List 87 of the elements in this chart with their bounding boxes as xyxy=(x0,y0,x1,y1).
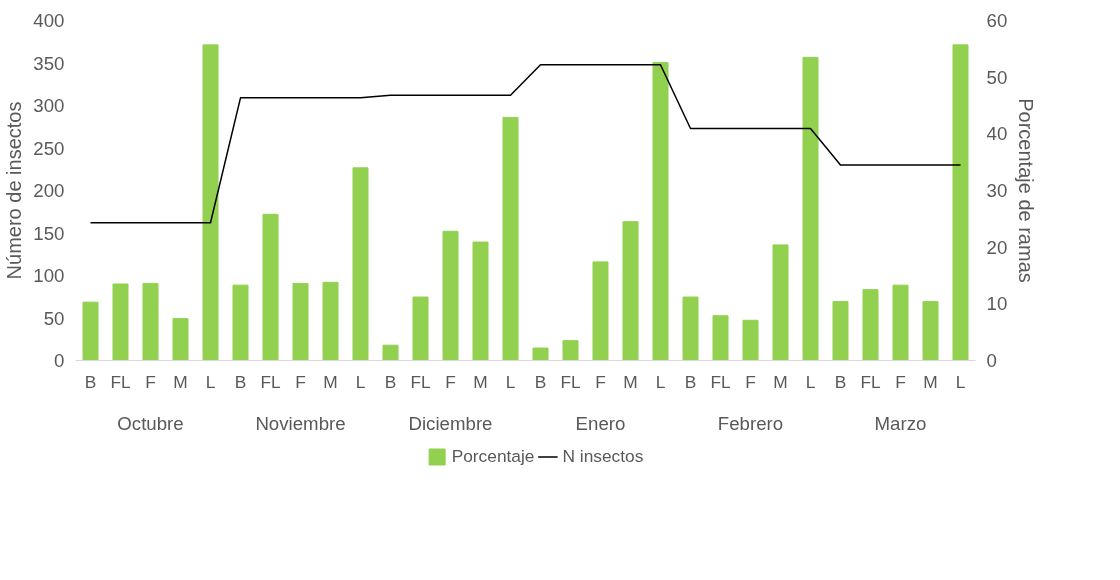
bar xyxy=(892,284,909,361)
bar xyxy=(622,221,639,361)
bar xyxy=(382,344,399,361)
x-tick-label: L xyxy=(805,371,816,392)
bar xyxy=(802,56,819,361)
bar xyxy=(472,241,489,361)
x-tick-label: L xyxy=(955,371,966,392)
bar xyxy=(532,347,549,361)
line-series xyxy=(89,63,962,224)
text: Diciembre xyxy=(408,412,493,434)
bar xyxy=(772,244,789,361)
x-tick-label: M xyxy=(473,371,488,392)
x-tick-label: FL xyxy=(560,371,581,392)
bar xyxy=(562,340,579,361)
bar xyxy=(292,282,309,361)
x-tick-label: L xyxy=(205,371,216,392)
x-tick-label: B xyxy=(234,371,247,392)
bar xyxy=(682,296,699,361)
legend-label: N insectos xyxy=(562,445,644,467)
bar xyxy=(952,44,969,361)
bar xyxy=(922,301,939,361)
bar xyxy=(112,283,129,361)
y-tick-label: 250 xyxy=(33,137,65,159)
y2-tick-label: 60 xyxy=(986,10,1008,31)
text: Febrero xyxy=(717,412,784,434)
bar xyxy=(232,284,249,361)
x-tick-label: F xyxy=(595,371,606,392)
bar xyxy=(142,282,159,361)
bar xyxy=(712,315,729,361)
text: Noviembre xyxy=(255,412,346,434)
y-tick-label: 150 xyxy=(33,222,65,244)
x-tick-label: B xyxy=(534,371,547,392)
y-tick-label: 200 xyxy=(33,180,65,201)
bar xyxy=(592,261,609,361)
x-tick-label: M xyxy=(773,371,788,392)
bar xyxy=(262,213,279,361)
x-tick-label: FL xyxy=(110,371,131,392)
x-tick-label: FL xyxy=(260,371,281,392)
bar xyxy=(352,167,369,361)
y-tick-label: 400 xyxy=(33,10,65,31)
x-tick-label: L xyxy=(655,371,666,392)
x-tick-label: F xyxy=(745,371,756,392)
y-tick-label: 50 xyxy=(43,307,65,329)
x-tick-label: B xyxy=(84,371,97,392)
y-tick-label: 350 xyxy=(33,52,65,74)
text: Enero xyxy=(575,412,626,434)
x-tick-label: L xyxy=(355,371,366,392)
y2-tick-label: 50 xyxy=(986,66,1008,88)
bar xyxy=(652,61,669,361)
x-tick-label: FL xyxy=(710,371,731,392)
x-tick-label: B xyxy=(834,371,847,392)
y2-tick-label: 10 xyxy=(986,293,1008,315)
bar xyxy=(742,319,759,361)
y2-axis-title: Porcentaje de ramas xyxy=(1015,98,1038,283)
x-tick-label: F xyxy=(145,371,156,392)
bar xyxy=(82,301,99,361)
y2-tick-label: 0 xyxy=(986,350,997,371)
y-tick-label: 300 xyxy=(33,95,65,116)
y-tick-label: 0 xyxy=(54,350,65,371)
x-tick-label: M xyxy=(323,371,338,392)
bar xyxy=(862,289,879,361)
x-tick-label: B xyxy=(684,371,697,392)
y2-tick-label: 30 xyxy=(986,180,1008,201)
x-tick-label: L xyxy=(505,371,516,392)
legend-label: Porcentaje xyxy=(451,445,535,467)
bar xyxy=(172,318,189,361)
x-tick-label: FL xyxy=(860,371,881,392)
y2-tick-label: 40 xyxy=(986,123,1008,145)
bar xyxy=(442,230,459,361)
x-tick-label: M xyxy=(173,371,188,392)
y-tick-label: 100 xyxy=(33,265,65,286)
bar xyxy=(322,281,339,361)
bar xyxy=(412,296,429,361)
x-tick-label: M xyxy=(623,371,638,392)
x-tick-label: FL xyxy=(410,371,431,392)
y2-tick-label: 20 xyxy=(986,236,1008,258)
bar xyxy=(202,44,219,361)
x-tick-label: F xyxy=(295,371,306,392)
text: Marzo xyxy=(874,412,927,434)
text: Octubre xyxy=(117,412,184,434)
bar xyxy=(832,301,849,361)
x-tick-label: M xyxy=(923,371,938,392)
bar xyxy=(502,116,519,361)
x-tick-label: B xyxy=(384,371,397,392)
y-axis-title: Número de insectos xyxy=(3,101,26,280)
x-tick-label: F xyxy=(895,371,906,392)
x-tick-label: F xyxy=(445,371,456,392)
